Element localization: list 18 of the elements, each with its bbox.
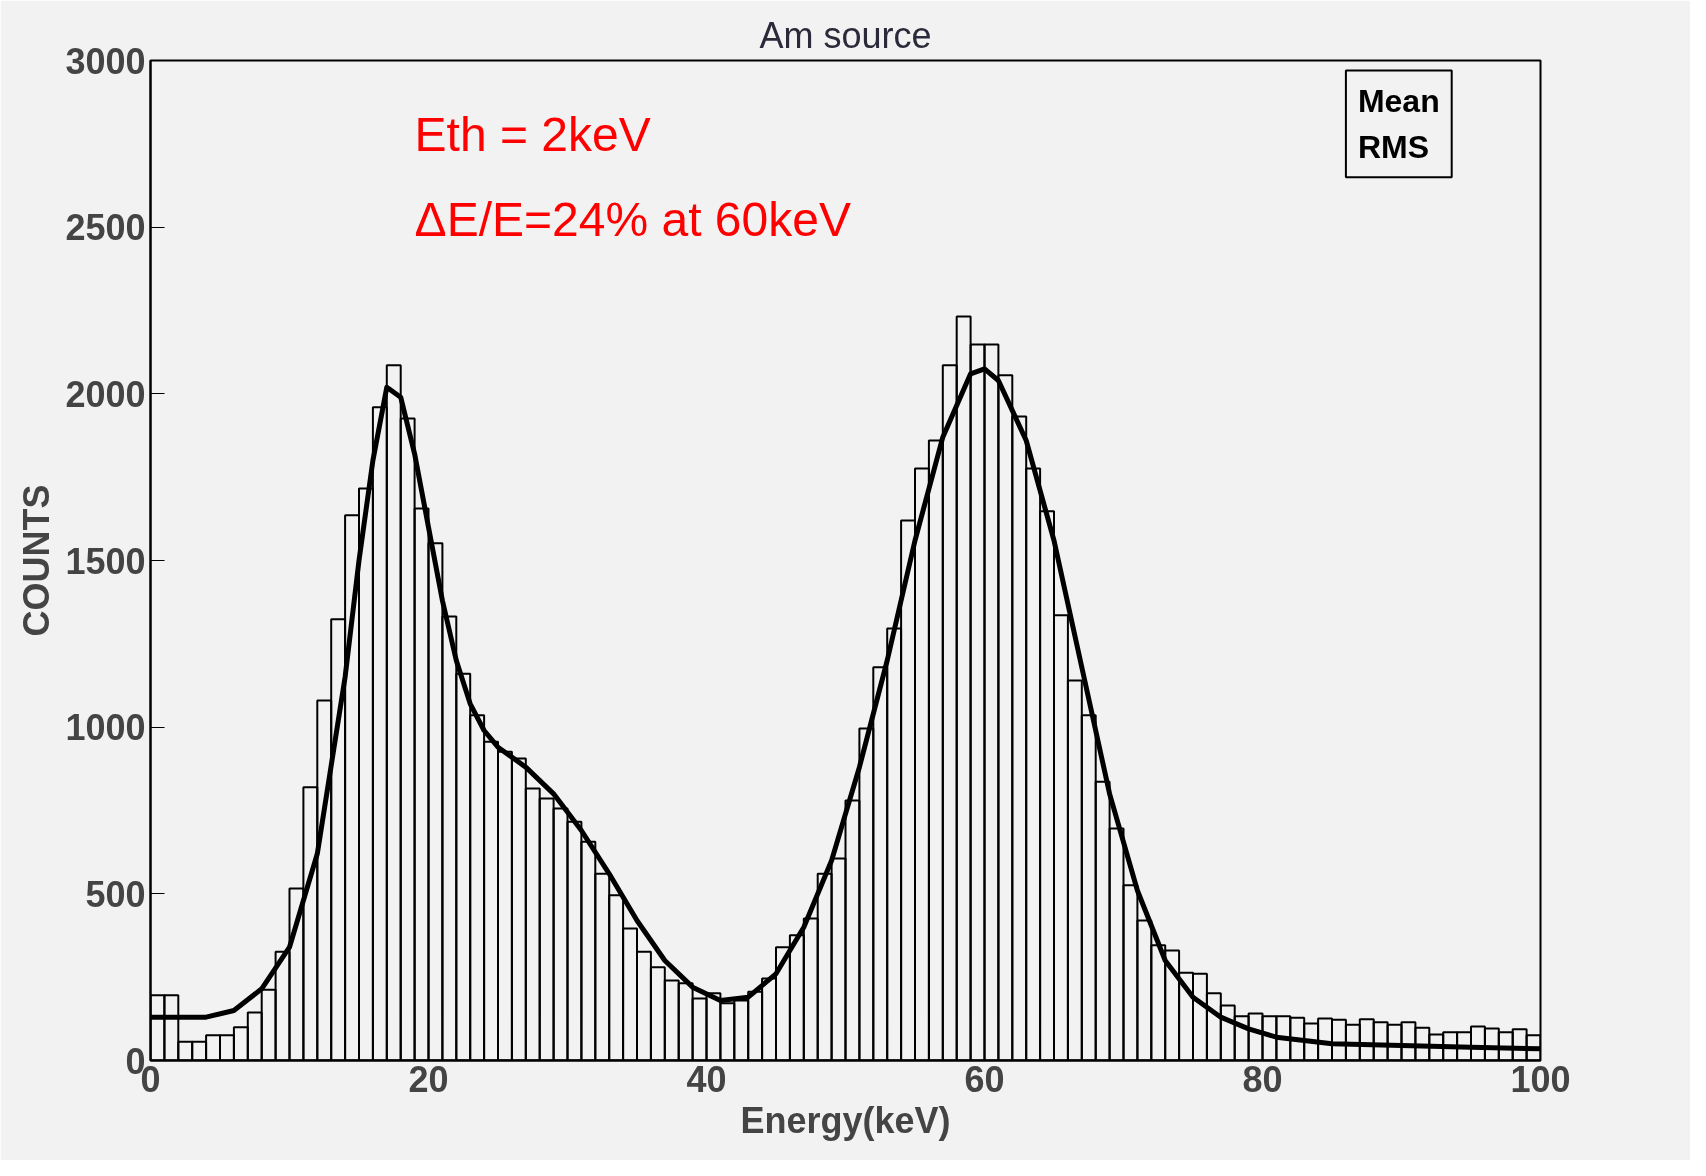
x-axis-title: Energy(keV) bbox=[740, 1099, 951, 1141]
y-axis-title: COUNTS bbox=[16, 484, 58, 637]
y-tick-label: 1000 bbox=[65, 707, 146, 749]
y-tick-label: 2500 bbox=[65, 207, 146, 249]
annotation: RMS bbox=[1357, 129, 1430, 166]
annotation: ΔE/E=24% at 60keV bbox=[414, 192, 851, 246]
y-tick-label: 1500 bbox=[65, 540, 146, 582]
y-tick-label: 2000 bbox=[65, 373, 146, 415]
y-tick-label: 500 bbox=[85, 873, 146, 915]
chart-title: Am source bbox=[759, 14, 932, 56]
x-tick-label: 100 bbox=[1510, 1058, 1571, 1100]
x-tick-label: 40 bbox=[686, 1058, 727, 1100]
y-tick-label: 3000 bbox=[65, 40, 146, 82]
annotation: Mean bbox=[1357, 82, 1440, 119]
annotation: Eth = 2keV bbox=[414, 107, 651, 161]
x-tick-label: 60 bbox=[964, 1058, 1005, 1100]
x-tick-label: 80 bbox=[1242, 1058, 1283, 1100]
x-tick-label: 20 bbox=[408, 1058, 449, 1100]
